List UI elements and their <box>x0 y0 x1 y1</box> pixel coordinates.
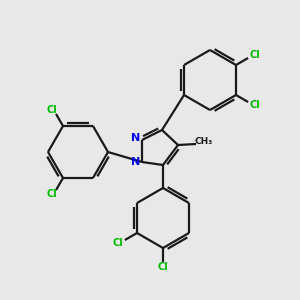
Text: Cl: Cl <box>112 238 123 248</box>
Text: Cl: Cl <box>46 189 57 200</box>
Text: CH₃: CH₃ <box>195 137 213 146</box>
Text: Cl: Cl <box>250 100 260 110</box>
Text: Cl: Cl <box>158 262 168 272</box>
Text: N: N <box>131 157 141 167</box>
Text: Cl: Cl <box>46 105 57 115</box>
Text: N: N <box>131 133 141 143</box>
Text: Cl: Cl <box>250 50 260 61</box>
